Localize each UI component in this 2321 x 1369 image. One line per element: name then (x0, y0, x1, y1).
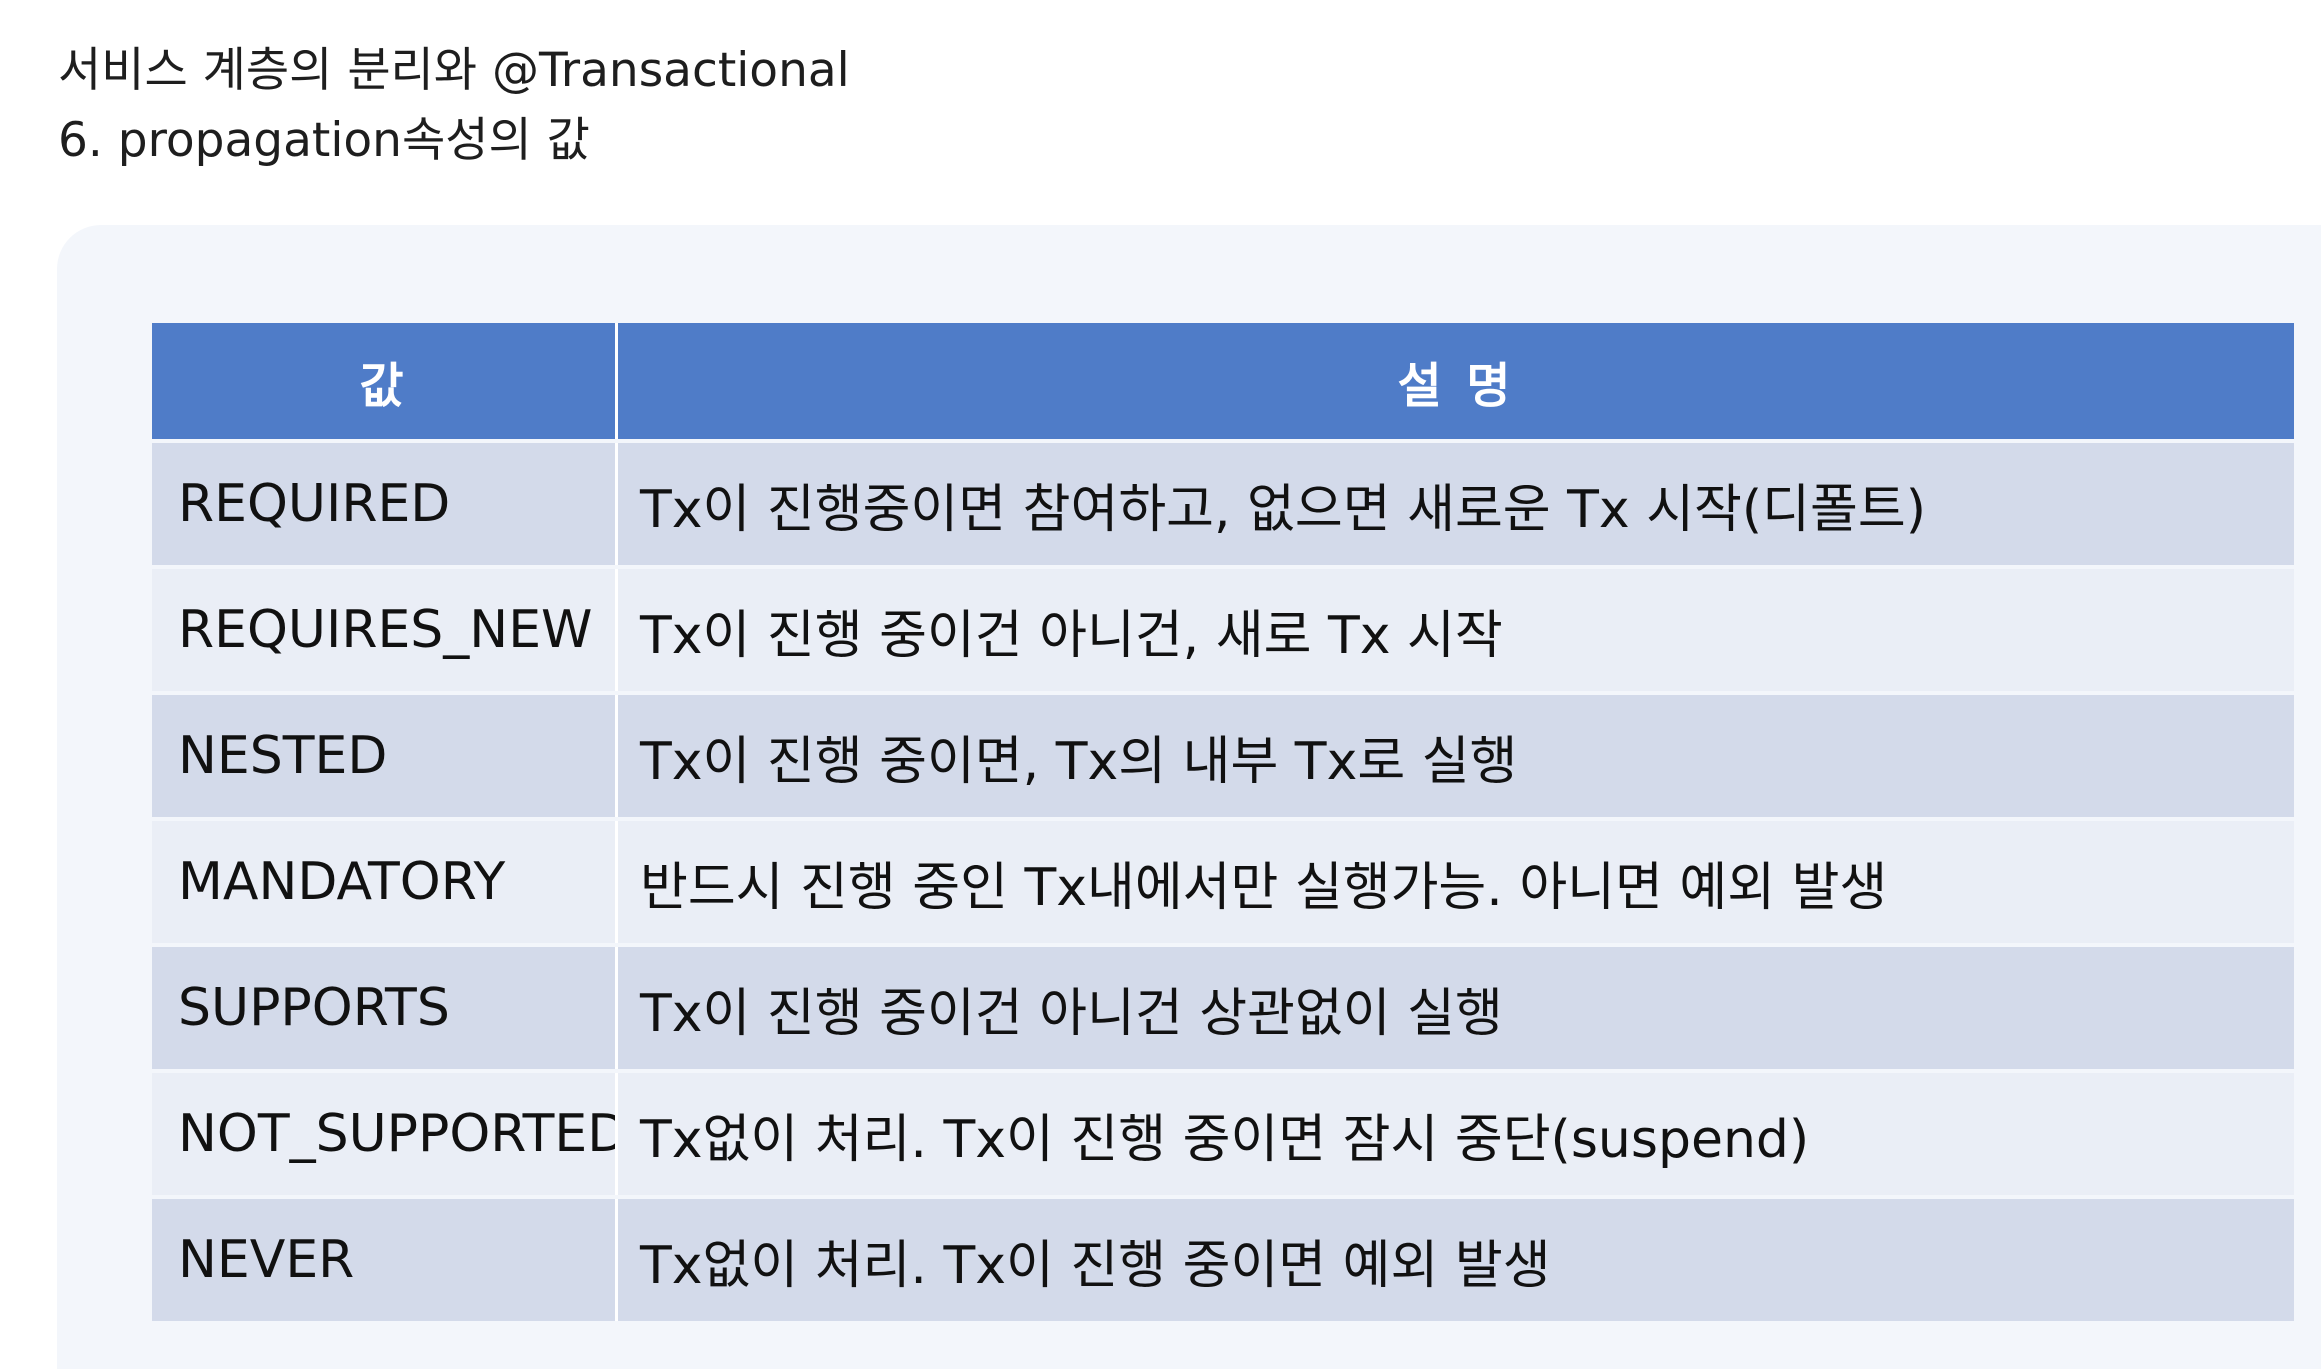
row-description: Tx없이 처리. Tx이 진행 중이면 예외 발생 (618, 1199, 2294, 1321)
row-description: Tx없이 처리. Tx이 진행 중이면 잠시 중단(suspend) (618, 1073, 2294, 1195)
table-row: REQUIRED Tx이 진행중이면 참여하고, 없으면 새로운 Tx 시작(디… (152, 443, 2294, 565)
row-description: Tx이 진행 중이건 아니건 상관없이 실행 (618, 947, 2294, 1069)
page-heading: 서비스 계층의 분리와 @Transactional 6. propagatio… (58, 36, 850, 176)
row-value: MANDATORY (152, 821, 618, 943)
table-row: NOT_SUPPORTED Tx없이 처리. Tx이 진행 중이면 잠시 중단(… (152, 1073, 2294, 1195)
table-row: NEVER Tx없이 처리. Tx이 진행 중이면 예외 발생 (152, 1199, 2294, 1321)
row-description: Tx이 진행중이면 참여하고, 없으면 새로운 Tx 시작(디폴트) (618, 443, 2294, 565)
header-value: 값 (152, 323, 618, 439)
table-row: MANDATORY 반드시 진행 중인 Tx내에서만 실행가능. 아니면 예외 … (152, 821, 2294, 943)
row-value: REQUIRED (152, 443, 618, 565)
row-description: Tx이 진행 중이건 아니건, 새로 Tx 시작 (618, 569, 2294, 691)
row-value: REQUIRES_NEW (152, 569, 618, 691)
row-value: NEVER (152, 1199, 618, 1321)
row-description: 반드시 진행 중인 Tx내에서만 실행가능. 아니면 예외 발생 (618, 821, 2294, 943)
row-description: Tx이 진행 중이면, Tx의 내부 Tx로 실행 (618, 695, 2294, 817)
header-description: 설 명 (618, 323, 2294, 439)
page-subtitle: 6. propagation속성의 값 (58, 113, 590, 168)
propagation-table: 값 설 명 REQUIRED Tx이 진행중이면 참여하고, 없으면 새로운 T… (152, 319, 2294, 1325)
row-value: NESTED (152, 695, 618, 817)
row-value: SUPPORTS (152, 947, 618, 1069)
row-value: NOT_SUPPORTED (152, 1073, 618, 1195)
table-row: SUPPORTS Tx이 진행 중이건 아니건 상관없이 실행 (152, 947, 2294, 1069)
table-row: REQUIRES_NEW Tx이 진행 중이건 아니건, 새로 Tx 시작 (152, 569, 2294, 691)
table-header-row: 값 설 명 (152, 323, 2294, 439)
table-row: NESTED Tx이 진행 중이면, Tx의 내부 Tx로 실행 (152, 695, 2294, 817)
page-title: 서비스 계층의 분리와 @Transactional (58, 43, 850, 98)
propagation-table-container: 값 설 명 REQUIRED Tx이 진행중이면 참여하고, 없으면 새로운 T… (152, 323, 2294, 1325)
